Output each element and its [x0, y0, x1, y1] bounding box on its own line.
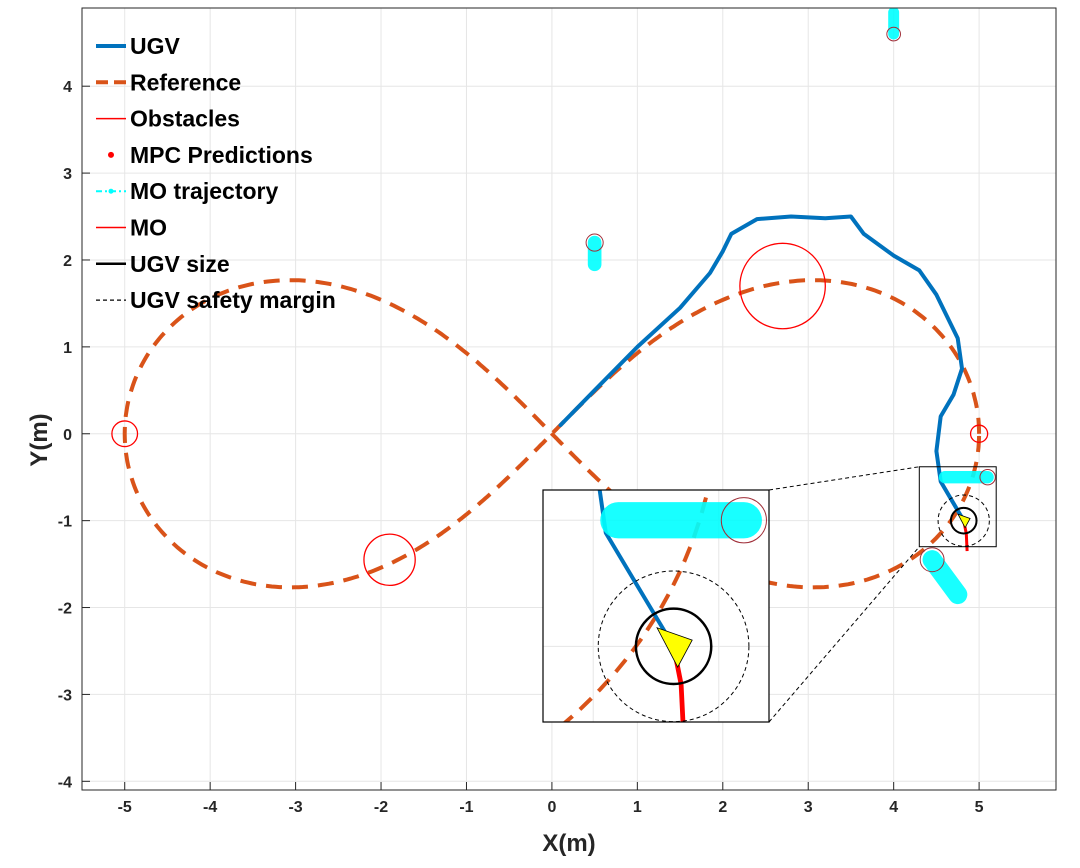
ugv-safety-margin — [597, 570, 750, 722]
legend-item: MO trajectory — [96, 178, 278, 204]
legend-item: Reference — [96, 69, 241, 95]
x-tick-label: 3 — [804, 799, 813, 816]
legend-item: UGV safety margin — [96, 287, 336, 313]
y-tick-label: -2 — [58, 601, 72, 618]
legend-item: MO — [96, 215, 167, 241]
zoom-connector-top — [768, 466, 920, 491]
moving-obstacle — [886, 26, 902, 42]
y-tick-label: 4 — [63, 79, 72, 96]
legend-label: MPC Predictions — [130, 142, 313, 168]
obstacle-circle — [739, 242, 826, 330]
ugv-trajectory — [558, 214, 966, 523]
obstacle-circle — [969, 424, 989, 443]
ugv-size-circle — [634, 607, 713, 686]
y-tick-label: 3 — [63, 166, 72, 183]
y-tick-label: -4 — [58, 774, 72, 791]
zoom-connector-bottom — [768, 546, 920, 723]
x-tick-label: -2 — [374, 799, 388, 816]
zoom-region-box — [918, 466, 997, 548]
obstacle-circle — [363, 533, 416, 587]
legend-item: MPC Predictions — [108, 142, 313, 168]
x-tick-label: 0 — [547, 799, 556, 816]
legend-label: MO — [130, 215, 167, 241]
legend-swatch — [108, 151, 114, 158]
x-tick-label: 5 — [975, 799, 984, 816]
legend-label: UGV safety margin — [130, 287, 336, 313]
y-tick-label: 0 — [63, 427, 72, 444]
ugv-body — [957, 513, 971, 529]
legend-item: UGV — [96, 33, 181, 59]
inset-border — [542, 489, 770, 723]
x-tick-label: -5 — [118, 799, 132, 816]
moving-obstacle — [979, 469, 996, 486]
inset-plot-area — [543, 490, 769, 722]
y-axis-label: Y(m) — [26, 413, 53, 466]
ugv-size-circle — [949, 506, 978, 535]
y-tick-label: 2 — [63, 253, 72, 270]
x-tick-label: -4 — [203, 799, 217, 816]
y-tick-label: -3 — [58, 687, 72, 704]
obstacle-circle — [111, 420, 139, 448]
legend-swatch-marker — [108, 188, 114, 194]
zoom-inset — [542, 466, 997, 723]
x-tick-label: 4 — [889, 799, 898, 816]
y-tick-label: 1 — [63, 340, 72, 357]
x-tick-label: 1 — [633, 799, 642, 816]
legend-label: Obstacles — [130, 106, 240, 132]
legend-item: UGV size — [96, 251, 230, 277]
ugv-body — [656, 626, 693, 668]
legend: UGV Reference Obstacles MPC Predictions MO t… — [96, 33, 336, 313]
x-tick-label: -3 — [288, 799, 302, 816]
x-tick-label: 2 — [718, 799, 727, 816]
axes-box — [81, 7, 1057, 791]
legend-label: UGV — [130, 33, 181, 59]
moving-obstacle — [585, 233, 604, 252]
mo-trajectory — [922, 550, 968, 605]
ugv-safety-margin — [937, 494, 990, 547]
legend-label: MO trajectory — [130, 178, 278, 204]
moving-obstacle — [720, 497, 767, 544]
legend-item: Obstacles — [96, 106, 240, 132]
axis-ticks: -5 -4 -3 -2 -1 0 1 2 3 4 5 -4 -3 -2 -1 0 1 2 3 4 — [58, 79, 984, 816]
moving-obstacle — [919, 547, 945, 573]
legend-label: Reference — [130, 69, 241, 95]
legend-label: UGV size — [130, 251, 230, 277]
x-axis-label: X(m) — [542, 830, 595, 857]
y-tick-label: -1 — [58, 514, 72, 531]
x-tick-label: -1 — [459, 799, 473, 816]
